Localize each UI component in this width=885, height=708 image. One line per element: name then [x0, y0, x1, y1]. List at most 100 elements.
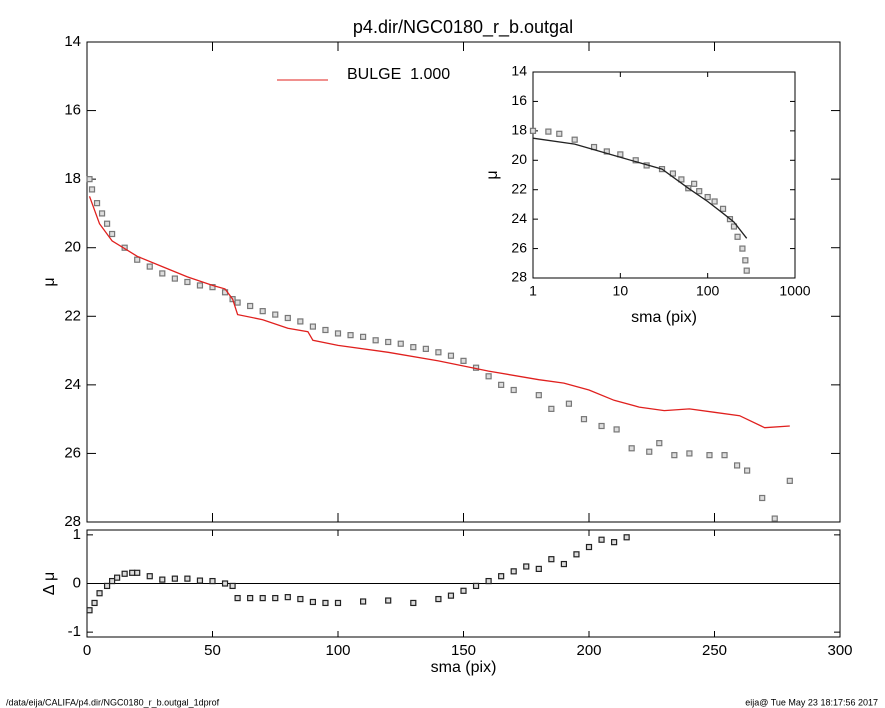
data-point [184, 278, 191, 286]
data-point [272, 311, 279, 318]
data-point [759, 494, 766, 502]
x-tick-label: 100 [696, 283, 720, 299]
x-tick-label: 1 [529, 283, 537, 299]
data-point [98, 210, 106, 217]
data-point [108, 230, 116, 238]
data-point [88, 186, 96, 193]
y-tick-label: 0 [73, 574, 81, 591]
data-point [548, 556, 555, 563]
x-tick-label: 200 [576, 642, 601, 659]
data-point [744, 467, 751, 474]
y-tick-label: -1 [68, 623, 81, 640]
y-tick-label: 18 [64, 170, 81, 187]
y-tick-label: 20 [64, 239, 81, 256]
data-point [159, 576, 166, 583]
data-point [510, 386, 517, 394]
data-point [535, 565, 542, 573]
y-tick-label: 22 [511, 180, 527, 196]
data-point [114, 574, 121, 581]
data-point [646, 448, 653, 455]
data-point [734, 233, 741, 240]
y-tick-label: 26 [64, 444, 81, 461]
data-point [447, 592, 455, 599]
data-point [171, 275, 178, 282]
data-point [247, 302, 254, 310]
data-point [560, 560, 568, 568]
data-point [146, 263, 153, 270]
y-axis-label: μ [41, 277, 58, 286]
y-tick-label: 24 [511, 210, 527, 226]
data-point [786, 477, 793, 484]
data-point [742, 257, 749, 264]
data-point [733, 462, 741, 469]
data-point [372, 337, 379, 344]
y-tick-label: 26 [511, 239, 527, 255]
y-axis-label: Δ μ [41, 572, 58, 595]
data-point [686, 450, 693, 457]
y-tick-label: 18 [511, 122, 527, 138]
data-point [108, 577, 116, 585]
y-tick-label: 14 [511, 63, 527, 79]
data-point [523, 563, 530, 570]
data-point [691, 180, 698, 187]
data-point [739, 245, 746, 252]
x-tick-label: 0 [83, 642, 91, 659]
y-axis-label: μ [484, 170, 501, 179]
data-point [322, 599, 329, 607]
data-point [743, 267, 750, 274]
data-point [422, 345, 429, 352]
data-point [460, 587, 467, 594]
model-line [88, 196, 790, 429]
x-tick-label: 10 [613, 283, 629, 299]
data-point [272, 594, 279, 602]
data-point [397, 340, 404, 347]
x-tick-label: 50 [204, 642, 221, 659]
model-line [532, 137, 748, 239]
data-point [247, 594, 254, 602]
data-point [623, 534, 630, 541]
data-point [196, 577, 204, 584]
data-point [171, 575, 178, 582]
data-point [234, 299, 241, 306]
data-point [669, 170, 677, 177]
data-point [259, 594, 266, 602]
data-point [309, 323, 316, 330]
data-point [146, 573, 153, 580]
y-tick-label: 28 [511, 269, 527, 285]
data-point [571, 136, 578, 143]
data-point [610, 539, 618, 546]
data-point [410, 344, 417, 351]
data-point [93, 200, 101, 207]
data-point [565, 400, 573, 407]
y-tick-label: 20 [511, 151, 527, 167]
y-tick-label: 24 [64, 376, 81, 393]
data-point [435, 349, 442, 356]
y-tick-label: 28 [64, 513, 81, 530]
footer-left: /data/eija/CALIFA/p4.dir/NGC0180_r_b.out… [6, 697, 220, 707]
plot-frame [86, 41, 841, 523]
data-point [498, 381, 505, 388]
data-point [103, 220, 111, 227]
data-point [613, 426, 620, 433]
data-point [598, 422, 605, 430]
data-point [385, 338, 392, 346]
data-point [385, 597, 392, 604]
x-tick-label: 100 [325, 642, 350, 659]
data-point [259, 308, 266, 315]
data-point [297, 318, 304, 325]
chart-title: p4.dir/NGC0180_r_b.outgal [353, 17, 573, 38]
data-point [510, 568, 517, 575]
data-point [284, 314, 291, 322]
data-point [360, 598, 367, 605]
data-point [545, 128, 552, 135]
data-point [229, 582, 236, 590]
data-point [548, 405, 555, 412]
footer-right: eija@ Tue May 23 18:17:56 2017 [745, 697, 878, 707]
data-point [284, 594, 291, 601]
y-tick-label: 16 [64, 102, 81, 119]
data-point [159, 270, 166, 277]
data-point [86, 176, 93, 183]
data-point [656, 440, 663, 447]
data-point [498, 573, 505, 580]
data-point [711, 198, 718, 205]
